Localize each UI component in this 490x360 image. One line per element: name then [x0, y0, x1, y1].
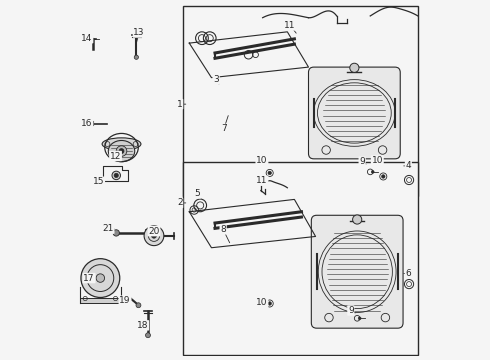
Text: 10: 10 — [256, 156, 268, 165]
Circle shape — [113, 230, 120, 236]
Text: 9: 9 — [359, 157, 365, 166]
Circle shape — [146, 333, 150, 338]
Text: 4: 4 — [406, 161, 411, 170]
Text: 11: 11 — [256, 176, 268, 185]
FancyBboxPatch shape — [311, 215, 403, 328]
Bar — [80, 298, 121, 303]
Ellipse shape — [102, 138, 141, 150]
Text: 13: 13 — [133, 28, 145, 37]
Circle shape — [353, 215, 362, 224]
Text: 3: 3 — [213, 75, 219, 84]
Circle shape — [136, 303, 141, 308]
Circle shape — [268, 302, 271, 305]
Text: 9: 9 — [348, 306, 354, 315]
Circle shape — [151, 233, 156, 238]
Text: 2: 2 — [177, 198, 183, 207]
Text: 17: 17 — [83, 274, 95, 283]
Text: 16: 16 — [81, 119, 93, 128]
Circle shape — [88, 121, 93, 126]
Text: 1: 1 — [177, 100, 183, 109]
Circle shape — [96, 274, 104, 282]
Circle shape — [112, 171, 121, 180]
Text: 19: 19 — [119, 296, 131, 305]
Text: 11: 11 — [284, 21, 296, 30]
Circle shape — [350, 63, 359, 72]
Text: 7: 7 — [221, 124, 227, 133]
Bar — [183, 6, 418, 196]
FancyBboxPatch shape — [309, 67, 400, 159]
Text: 15: 15 — [93, 177, 104, 186]
Circle shape — [268, 171, 271, 175]
Circle shape — [119, 149, 124, 153]
Text: 6: 6 — [405, 269, 411, 278]
Circle shape — [382, 175, 385, 178]
Circle shape — [81, 259, 120, 297]
Text: 5: 5 — [195, 189, 200, 198]
Circle shape — [114, 173, 119, 177]
Text: 12: 12 — [110, 152, 121, 161]
Text: 20: 20 — [148, 227, 160, 236]
Text: 18: 18 — [137, 321, 148, 330]
Ellipse shape — [108, 140, 135, 162]
Circle shape — [87, 36, 93, 42]
Bar — [183, 162, 418, 355]
Text: 10: 10 — [371, 156, 383, 165]
Circle shape — [116, 146, 127, 156]
Text: 21: 21 — [102, 224, 114, 233]
Circle shape — [371, 171, 374, 173]
Text: 14: 14 — [81, 34, 93, 43]
Text: 10: 10 — [256, 298, 268, 307]
Text: 8: 8 — [220, 225, 226, 234]
Circle shape — [134, 55, 139, 59]
Circle shape — [358, 317, 361, 320]
Circle shape — [144, 226, 164, 246]
